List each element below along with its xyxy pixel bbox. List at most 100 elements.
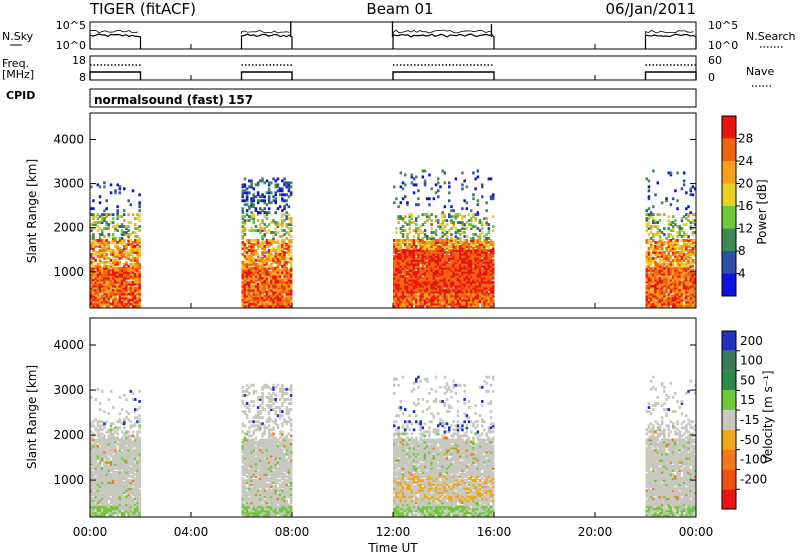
range-cell bbox=[114, 258, 117, 262]
range-cell bbox=[134, 288, 137, 292]
range-cell bbox=[243, 229, 247, 232]
range-cell bbox=[98, 497, 102, 501]
range-cell bbox=[437, 304, 440, 308]
range-cell bbox=[691, 296, 695, 300]
range-cell bbox=[395, 286, 398, 290]
range-cell bbox=[472, 276, 475, 280]
range-cell bbox=[120, 513, 124, 517]
range-cell bbox=[289, 290, 293, 294]
range-cell bbox=[432, 292, 436, 296]
range-cell bbox=[125, 286, 128, 290]
range-cell bbox=[109, 489, 113, 493]
range-cell bbox=[430, 256, 433, 260]
range-cell bbox=[125, 233, 128, 236]
range-cell bbox=[443, 233, 447, 236]
range-cell bbox=[674, 290, 677, 294]
range-cell bbox=[103, 444, 106, 448]
range-cell bbox=[667, 252, 670, 256]
range-cell bbox=[419, 284, 422, 288]
range-cell bbox=[92, 292, 95, 296]
range-cell bbox=[658, 268, 662, 272]
range-cell bbox=[689, 304, 692, 308]
range-cell bbox=[90, 272, 93, 276]
range-cell bbox=[678, 246, 681, 250]
range-cell bbox=[92, 246, 95, 250]
range-cell bbox=[410, 252, 414, 256]
range-cell bbox=[682, 266, 686, 270]
range-cell bbox=[98, 505, 102, 509]
range-cell bbox=[415, 304, 418, 308]
range-cell bbox=[105, 248, 108, 252]
range-cell bbox=[393, 248, 396, 252]
range-cell bbox=[430, 278, 433, 282]
range-cell bbox=[285, 302, 288, 306]
range-cell bbox=[485, 254, 488, 258]
nsearch-trace bbox=[89, 29, 139, 34]
range-cell bbox=[96, 509, 100, 513]
range-cell bbox=[671, 258, 675, 262]
range-cell bbox=[393, 254, 396, 258]
range-cell bbox=[125, 244, 128, 248]
range-cell bbox=[101, 468, 104, 472]
range-cell bbox=[656, 221, 659, 225]
range-cell bbox=[112, 302, 115, 306]
range-cell bbox=[109, 479, 113, 482]
range-cell bbox=[419, 278, 422, 282]
range-cell bbox=[441, 268, 444, 272]
range-cell bbox=[138, 266, 141, 270]
range-cell bbox=[267, 183, 271, 187]
range-cell bbox=[103, 462, 106, 466]
range-cell bbox=[682, 270, 686, 274]
range-cell bbox=[274, 294, 277, 298]
range-cell bbox=[103, 436, 106, 440]
range-cell bbox=[456, 258, 460, 262]
range-cell bbox=[485, 233, 488, 236]
range-cell bbox=[114, 274, 117, 278]
range-cell bbox=[680, 250, 684, 254]
range-cell bbox=[654, 272, 657, 276]
range-cell bbox=[278, 272, 282, 276]
range-cell bbox=[489, 240, 493, 244]
range-cell bbox=[478, 288, 482, 292]
range-cell bbox=[120, 479, 124, 482]
range-cell bbox=[112, 464, 115, 468]
range-cell bbox=[412, 274, 416, 278]
range-cell bbox=[125, 304, 128, 308]
range-cell bbox=[116, 470, 119, 474]
range-cell bbox=[285, 304, 288, 308]
range-cell bbox=[656, 276, 659, 280]
range-cell bbox=[96, 240, 100, 244]
range-cell bbox=[410, 258, 414, 262]
range-cell bbox=[114, 237, 117, 240]
range-cell bbox=[685, 239, 688, 242]
range-cell bbox=[123, 252, 126, 256]
range-cell bbox=[114, 440, 117, 444]
range-cell bbox=[98, 262, 102, 266]
range-cell bbox=[250, 294, 253, 298]
range-cell bbox=[245, 292, 249, 296]
range-cell bbox=[274, 211, 277, 215]
range-cell bbox=[245, 290, 249, 294]
range-cell bbox=[419, 240, 422, 244]
range-cell bbox=[463, 252, 466, 256]
range-cell bbox=[112, 282, 115, 286]
range-cell bbox=[123, 231, 126, 234]
range-cell bbox=[256, 252, 260, 256]
range-cell bbox=[415, 231, 418, 234]
range-cell bbox=[419, 292, 422, 296]
range-cell bbox=[397, 268, 400, 272]
range-cell bbox=[112, 444, 115, 448]
range-cell bbox=[441, 246, 444, 250]
range-cell bbox=[465, 274, 469, 278]
range-cell bbox=[105, 468, 108, 472]
range-cell bbox=[441, 231, 444, 234]
range-cell bbox=[136, 302, 139, 306]
range-cell bbox=[680, 274, 684, 278]
range-cell bbox=[678, 294, 681, 298]
range-cell bbox=[489, 276, 493, 280]
range-cell bbox=[101, 436, 104, 440]
range-cell bbox=[439, 246, 442, 250]
range-cell bbox=[107, 213, 111, 217]
range-cell bbox=[450, 209, 453, 213]
range-cell bbox=[96, 477, 100, 480]
